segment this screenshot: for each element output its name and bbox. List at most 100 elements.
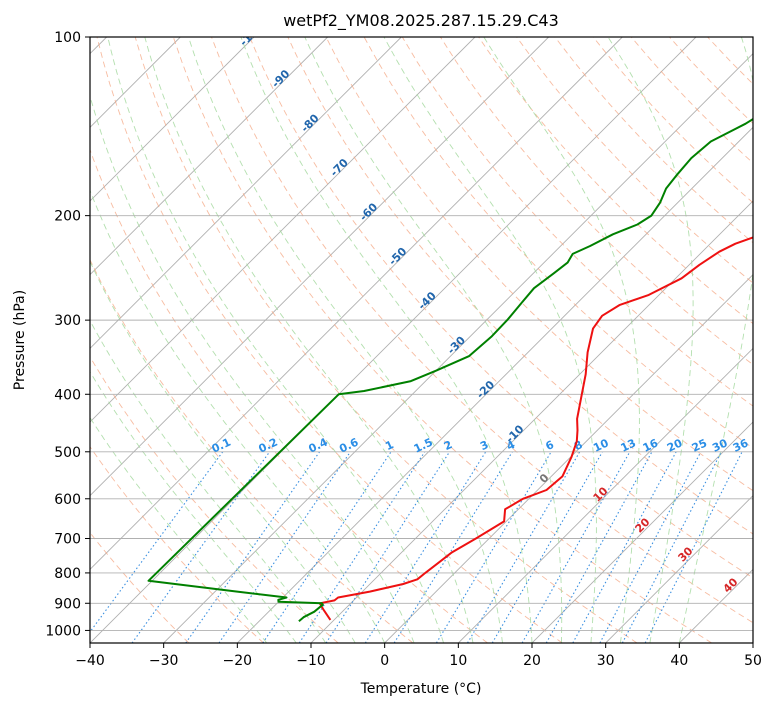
mixing-ratio-label: 0.2 xyxy=(257,436,280,456)
y-tick-label: 700 xyxy=(54,532,81,548)
dry-adiabat-line xyxy=(90,531,190,643)
y-tick-label: 600 xyxy=(54,492,81,508)
mixing-ratio-line xyxy=(185,451,321,643)
isotherm-line xyxy=(531,421,753,643)
moist-adiabat-line xyxy=(240,37,533,643)
mixing-ratio-line xyxy=(545,451,653,643)
mixing-ratio-line xyxy=(131,451,271,643)
mixing-ratio-label: 0.4 xyxy=(307,435,330,455)
mixing-ratio-label: 30 xyxy=(710,436,730,454)
dewpoint-profile xyxy=(147,117,753,622)
x-tick-label: 40 xyxy=(670,653,688,669)
mixing-ratio-line xyxy=(467,451,581,643)
dry-adiabat-line xyxy=(440,37,753,366)
moist-adiabat-line xyxy=(90,370,297,643)
mixing-ratio-line xyxy=(393,451,513,643)
moist-adiabat-line xyxy=(607,37,694,643)
temperature-profile xyxy=(318,236,753,621)
dry-adiabat-line xyxy=(325,37,753,492)
moist-adiabat-line xyxy=(90,416,268,643)
mixing-ratio-line xyxy=(644,451,743,643)
moist-adiabat-line xyxy=(107,37,445,643)
isobar-grid xyxy=(90,37,753,631)
isotherm-line xyxy=(90,37,697,643)
moist-adiabat-line xyxy=(383,37,597,643)
mixing-ratio-line xyxy=(491,451,603,643)
mixing-ratio-label: 0.6 xyxy=(337,435,360,455)
isotherm-line xyxy=(90,37,476,423)
dry-adiabat-line xyxy=(134,37,638,643)
mixing-ratio-line xyxy=(521,451,631,643)
y-tick-label: 200 xyxy=(54,209,81,225)
x-tick-label: 20 xyxy=(523,653,541,669)
grid-labels: 0.1 0.2 0.4 0.6 1 1.5 2 3 4 6 8 10 13 16 20 25 30 36-100-… xyxy=(210,20,751,596)
isotherm-line xyxy=(237,126,753,643)
mixing-ratio-line xyxy=(599,451,702,643)
x-tick-label: −40 xyxy=(75,653,105,669)
x-tick-label: −10 xyxy=(296,653,326,669)
dry-adiabat-line xyxy=(554,37,753,244)
isotherm-line xyxy=(163,53,753,643)
dry-adiabat-line xyxy=(90,258,414,643)
y-tick-label: 1000 xyxy=(45,623,81,639)
y-tick-label: 800 xyxy=(54,566,81,582)
mixing-ratio-line xyxy=(218,451,351,643)
mixing-ratio-label: 10 xyxy=(591,436,611,454)
x-tick-label: −20 xyxy=(223,653,253,669)
y-tick-label: 100 xyxy=(54,30,81,46)
dry-adiabat-line xyxy=(90,445,264,643)
moist-adiabat-line xyxy=(304,37,563,643)
moist-adiabat-line xyxy=(483,37,640,643)
x-tick-label: −30 xyxy=(149,653,179,669)
mixing-ratio-label: 13 xyxy=(619,437,638,455)
isotherm-label: -90 xyxy=(269,67,292,90)
mixing-ratio-line xyxy=(364,451,487,643)
plot-frame xyxy=(89,36,754,644)
mixing-ratio-line xyxy=(298,451,426,643)
mixing-ratio-line xyxy=(325,451,451,643)
isotherm-line xyxy=(90,37,255,202)
isotherm-label: -40 xyxy=(416,289,439,312)
x-tick-label: 0 xyxy=(380,653,389,669)
moist-adiabat-line xyxy=(188,37,503,643)
mixing-ratio-grid xyxy=(90,451,743,643)
isotherm-line xyxy=(90,37,623,570)
isotherm-line xyxy=(90,37,328,276)
dry-adiabat-line xyxy=(249,37,753,579)
moist-adiabat-label: 30 xyxy=(676,544,696,564)
mixing-ratio-label: 25 xyxy=(690,437,709,455)
isotherm-line xyxy=(310,200,753,643)
x-axis-label: Temperature (°C) xyxy=(360,681,482,697)
dry-adiabat-line xyxy=(90,148,488,643)
chart-title: wetPf2_YM08.2025.287.15.29.C43 xyxy=(283,11,559,31)
y-axis-label: Pressure (hPa) xyxy=(12,290,28,390)
isotherm-label: -100 xyxy=(237,20,266,49)
isotherm-line xyxy=(605,495,753,643)
mixing-ratio-label: 20 xyxy=(665,436,685,454)
isotherm-label: -50 xyxy=(386,245,409,268)
x-axis-ticks: −40 −30 −20 −10 0 10 20 30 40 50 xyxy=(75,643,762,669)
mixing-ratio-label: 0.1 xyxy=(210,436,233,456)
isotherm-line xyxy=(384,274,753,643)
isotherm-label: -30 xyxy=(445,333,468,356)
moist-adiabat-line xyxy=(678,37,753,643)
moist-adiabat-line xyxy=(90,319,327,643)
dry-adiabat-line xyxy=(287,37,753,535)
dry-adiabat-line xyxy=(478,37,753,325)
y-axis-ticks: 100 200 300 400 500 600 700 800 900 1000 xyxy=(45,30,90,639)
isotherm-line xyxy=(752,642,753,643)
isotherm-label: -20 xyxy=(474,378,497,401)
isotherm-label: -60 xyxy=(357,200,380,223)
moist-adiabat-line xyxy=(90,189,386,643)
moist-adiabat-line xyxy=(90,94,415,643)
dry-adiabat-line xyxy=(96,37,563,643)
dry-adiabat-line xyxy=(90,355,339,643)
x-tick-label: 50 xyxy=(744,653,762,669)
dry-adiabat-line xyxy=(707,37,753,85)
mixing-ratio-label: 2 xyxy=(442,438,454,453)
dry-adiabat-line xyxy=(172,37,712,643)
moist-adiabat-label: 10 xyxy=(591,484,611,504)
y-tick-label: 300 xyxy=(54,313,81,329)
mixing-ratio-line xyxy=(572,451,677,643)
